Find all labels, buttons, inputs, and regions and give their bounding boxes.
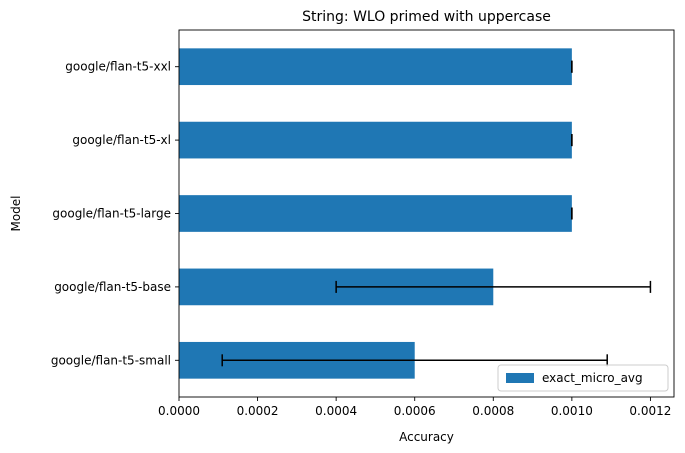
y-tick-label: google/flan-t5-xxl (65, 60, 171, 74)
y-axis-label: Model (9, 195, 23, 231)
x-axis: 0.0000 0.0002 0.0004 0.0006 0.0008 0.0010 0.00… (158, 397, 671, 418)
x-tick-label: 0.0008 (472, 404, 514, 418)
legend-label: exact_micro_avg (542, 371, 643, 385)
legend: exact_micro_avg (497, 364, 669, 392)
y-axis: google/flan-t5-small google/flan-t5-base g… (51, 60, 179, 367)
y-tick-label: google/flan-t5-small (51, 353, 171, 367)
bar (179, 121, 572, 159)
error-bars-layer (221, 60, 652, 367)
bar (179, 195, 572, 232)
x-tick-label: 0.0002 (237, 404, 279, 418)
x-tick-label: 0.0012 (629, 404, 671, 418)
x-tick-label: 0.0006 (394, 404, 436, 418)
y-tick-label: google/flan-t5-base (54, 280, 171, 294)
chart-title: String: WLO primed with uppercase (302, 9, 551, 25)
x-tick-label: 0.0004 (315, 404, 357, 418)
legend-box (497, 364, 669, 392)
x-tick-label: 0.0010 (551, 404, 593, 418)
legend-swatch (506, 373, 534, 383)
y-tick-label: google/flan-t5-xl (72, 133, 171, 147)
y-tick-label: google/flan-t5-large (52, 207, 171, 221)
x-tick-label: 0.0000 (158, 404, 200, 418)
bars-layer (179, 48, 572, 379)
x-axis-label: Accuracy (399, 430, 454, 444)
bar (179, 48, 572, 86)
